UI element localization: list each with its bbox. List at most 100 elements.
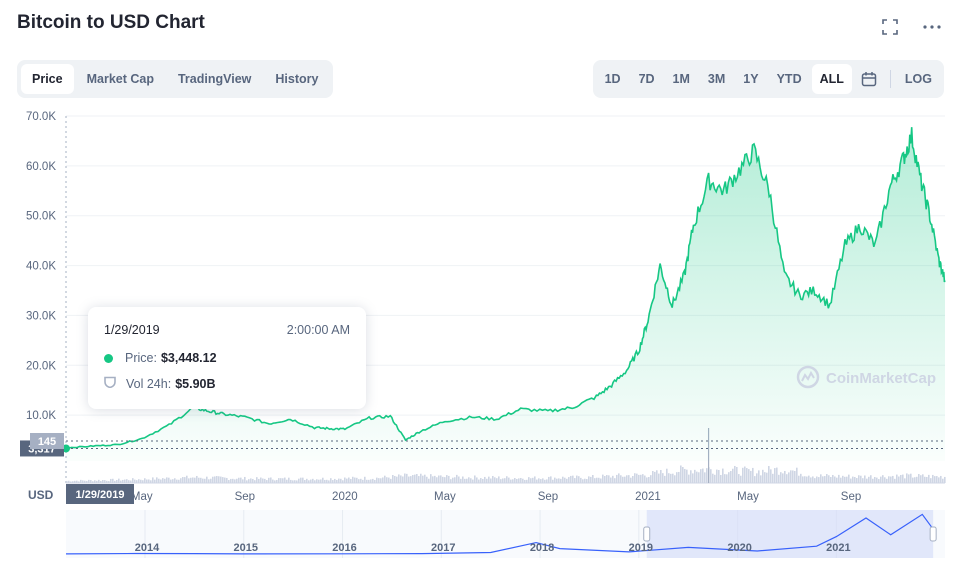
range-1m[interactable]: 1M xyxy=(672,72,690,86)
range-navigator[interactable]: 2014 2015 2016 2017 2018 2019 2020 2021 xyxy=(65,510,945,558)
volume-bar xyxy=(836,477,838,483)
volume-bar xyxy=(630,477,632,483)
volume-bar xyxy=(900,474,902,483)
volume-bar xyxy=(406,473,408,483)
log-toggle[interactable]: LOG xyxy=(904,72,932,86)
calendar-icon[interactable] xyxy=(854,64,884,94)
more-icon[interactable] xyxy=(923,18,941,36)
fullscreen-icon[interactable] xyxy=(881,18,899,36)
x-tick-label: Sep xyxy=(538,491,558,503)
navigator-year-label: 2018 xyxy=(530,542,554,554)
volume-bar xyxy=(196,475,198,483)
volume-bar xyxy=(308,480,310,483)
volume-bar xyxy=(654,471,656,483)
volume-bar xyxy=(468,477,470,483)
volume-bar xyxy=(928,474,930,483)
volume-bar xyxy=(110,478,112,483)
range-all[interactable]: ALL xyxy=(811,64,852,94)
volume-bar xyxy=(846,476,848,483)
volume-bar xyxy=(398,474,400,483)
volume-bar xyxy=(488,476,490,483)
volume-bar xyxy=(914,477,916,483)
volume-bar xyxy=(770,469,772,483)
tab-market-cap[interactable]: Market Cap xyxy=(86,72,154,86)
navigator-line xyxy=(65,513,936,555)
volume-bar xyxy=(930,478,932,483)
volume-bar xyxy=(618,473,620,483)
volume-bar xyxy=(88,479,90,483)
volume-bar xyxy=(222,477,224,483)
volume-bar xyxy=(310,479,312,483)
volume-bar xyxy=(264,478,266,483)
volume-bar xyxy=(162,478,164,483)
volume-bar xyxy=(250,478,252,483)
tab-history[interactable]: History xyxy=(275,72,319,86)
volume-bar xyxy=(698,472,700,483)
range-3m[interactable]: 3M xyxy=(707,72,726,86)
volume-bar xyxy=(876,477,878,483)
volume-bar xyxy=(636,473,638,483)
volume-bar xyxy=(294,480,296,483)
volume-bar xyxy=(98,479,100,483)
volume-bar xyxy=(676,472,678,483)
volume-bar xyxy=(802,476,804,483)
price-dot-icon xyxy=(104,353,113,363)
volume-bar xyxy=(908,474,910,483)
volume-bar xyxy=(498,476,500,483)
volume-bar xyxy=(260,477,262,483)
tooltip-price-value: $3,448.12 xyxy=(160,351,217,365)
volume-bar xyxy=(716,469,718,483)
volume-bar xyxy=(190,477,192,483)
tab-tradingview[interactable]: TradingView xyxy=(177,72,252,86)
volume-bar xyxy=(590,476,592,483)
volume-bar xyxy=(942,478,944,483)
volume-bar xyxy=(262,478,264,483)
time-range-selector: 1D 7D 1M 3M 1Y YTD ALL LOG xyxy=(592,60,944,98)
range-1d[interactable]: 1D xyxy=(604,72,621,86)
volume-bar xyxy=(564,477,566,483)
navigator-handle-right xyxy=(929,526,937,542)
x-tick-label: Sep xyxy=(235,491,255,503)
volume-bar xyxy=(652,471,654,483)
volume-bar xyxy=(462,476,464,483)
volume-bar xyxy=(234,479,236,483)
volume-bar xyxy=(862,478,864,483)
range-7d[interactable]: 7D xyxy=(638,72,655,86)
volume-bar xyxy=(458,476,460,483)
x-tick-label: 2021 xyxy=(635,491,661,503)
volume-bar xyxy=(546,479,548,483)
volume-bar xyxy=(838,474,840,483)
range-1y[interactable]: 1Y xyxy=(743,72,759,86)
volume-bar xyxy=(586,479,588,483)
volume-bar xyxy=(432,476,434,483)
chart-type-tabs: Price Market Cap TradingView History xyxy=(17,60,334,98)
volume-bar xyxy=(516,478,518,483)
volume-bar xyxy=(906,473,908,483)
volume-bar xyxy=(272,479,274,483)
volume-bar xyxy=(512,479,514,483)
volume-bar xyxy=(368,479,370,483)
y-tick-label: 70.0K xyxy=(26,111,56,123)
volume-bar xyxy=(404,473,406,483)
x-tick-label: May xyxy=(434,491,456,503)
volume-bar xyxy=(326,479,328,483)
volume-bar xyxy=(896,474,898,483)
volume-bar xyxy=(388,477,390,483)
volume-bar xyxy=(258,478,260,483)
volume-bar xyxy=(334,478,336,483)
volume-bar xyxy=(288,477,290,483)
volume-bar xyxy=(220,476,222,483)
volume-bar xyxy=(860,475,862,483)
volume-bar xyxy=(448,475,450,483)
volume-bar xyxy=(614,478,616,483)
volume-bar xyxy=(750,470,752,483)
volume-bar xyxy=(532,477,534,483)
range-ytd[interactable]: YTD xyxy=(776,72,802,86)
volume-bar xyxy=(410,476,412,483)
volume-bar xyxy=(868,476,870,483)
volume-bar xyxy=(452,477,454,483)
tab-price[interactable]: Price xyxy=(21,64,74,94)
volume-bar xyxy=(154,479,156,483)
volume-bar xyxy=(692,473,694,483)
